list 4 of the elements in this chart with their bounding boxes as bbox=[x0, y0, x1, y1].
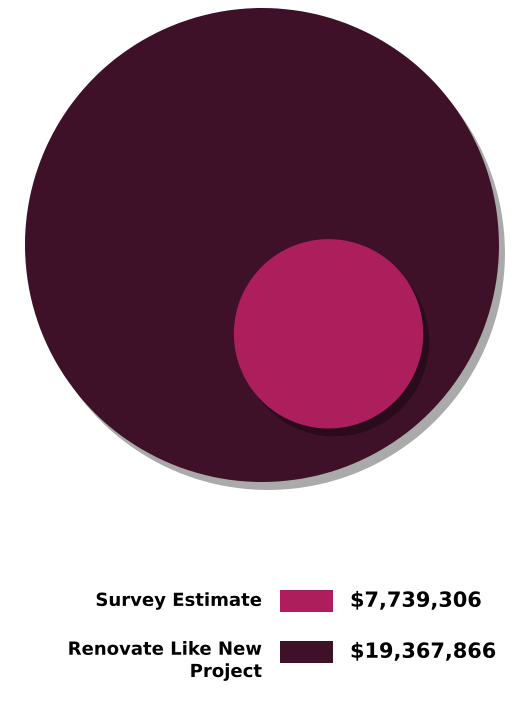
category-label: Renovate Like New Project bbox=[69, 641, 262, 681]
data-label: $19,367,866 bbox=[352, 642, 496, 661]
category-label: Survey Estimate bbox=[96, 592, 262, 610]
data-label: $7,739,306 bbox=[352, 590, 481, 610]
